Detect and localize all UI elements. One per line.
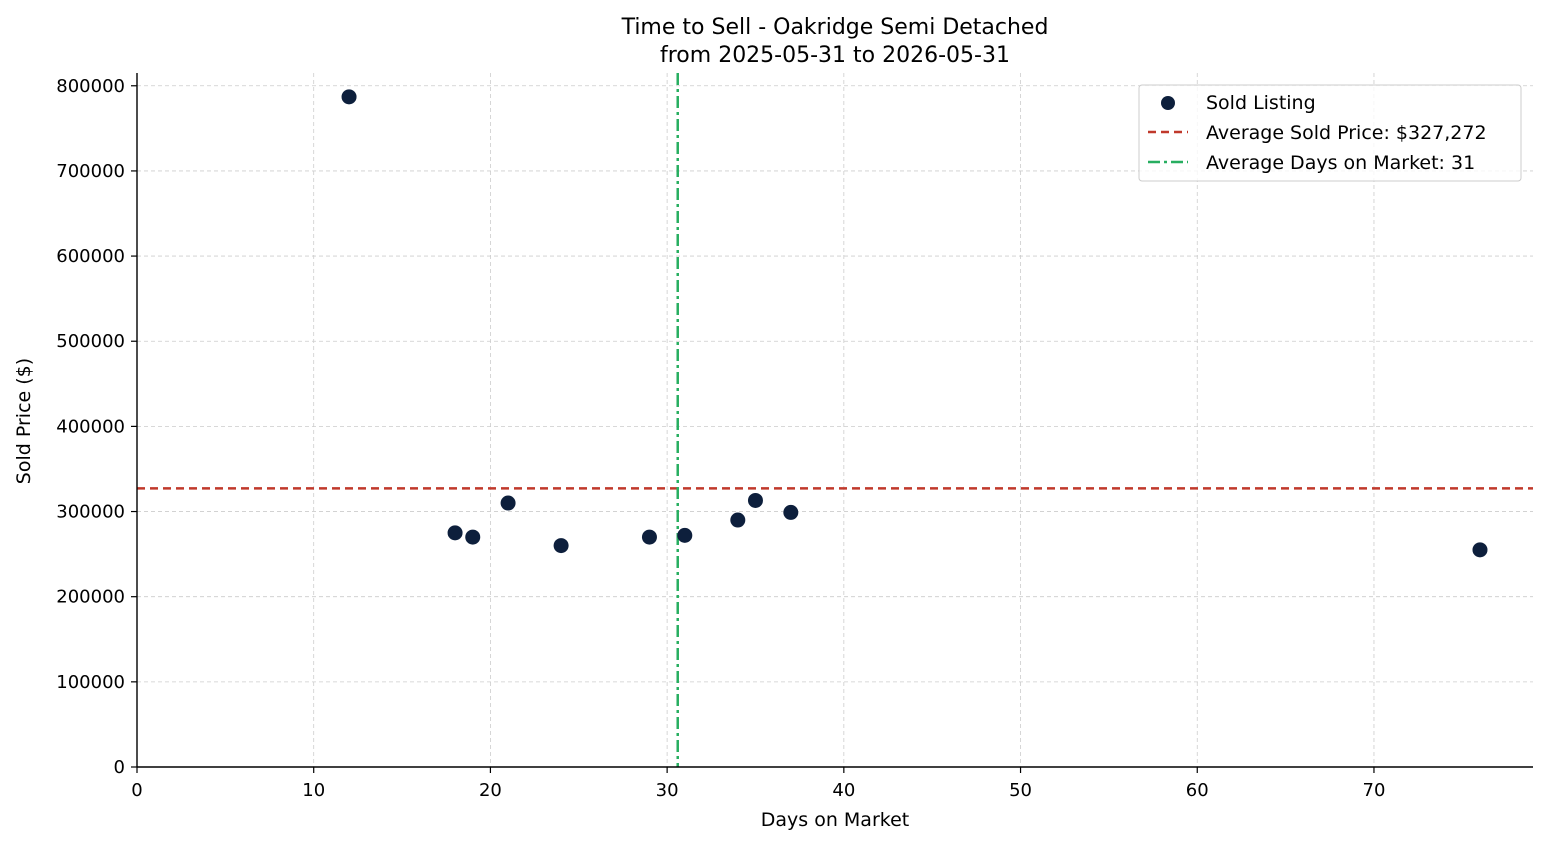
y-tick-label: 600000 — [56, 246, 125, 267]
y-tick-label: 500000 — [56, 331, 125, 352]
data-point — [500, 495, 516, 511]
data-point — [730, 512, 746, 528]
legend-label-sold-listing: Sold Listing — [1206, 92, 1316, 114]
x-tick-label: 40 — [832, 780, 855, 801]
legend-marker-sold-listing — [1161, 96, 1175, 110]
data-point — [447, 525, 463, 541]
axes — [136, 73, 1533, 768]
x-tick-label: 50 — [1009, 780, 1032, 801]
chart-title-line-1: Time to Sell - Oakridge Semi Detached — [621, 15, 1049, 40]
x-tick-label: 60 — [1186, 780, 1209, 801]
x-tick-label: 10 — [302, 780, 325, 801]
y-tick-label: 100000 — [56, 672, 125, 693]
legend-label-average-price: Average Sold Price: $327,272 — [1206, 122, 1487, 144]
data-point — [1472, 542, 1488, 558]
x-tick-label: 70 — [1363, 780, 1386, 801]
data-points — [341, 89, 1488, 558]
y-tick-label: 400000 — [56, 416, 125, 437]
data-point — [553, 538, 569, 554]
data-point — [747, 492, 763, 508]
x-axis-label: Days on Market — [761, 809, 909, 831]
data-point — [783, 504, 799, 520]
x-tick-label: 0 — [131, 780, 142, 801]
y-tick-label: 0 — [114, 757, 125, 778]
chart-title-line-2: from 2025-05-31 to 2026-05-31 — [660, 43, 1010, 68]
y-tick-label: 300000 — [56, 502, 125, 523]
data-point — [465, 529, 481, 545]
data-point — [641, 529, 657, 545]
ticks: 0 10 20 30 40 50 60 70 0 100000 200000 300000 400000… — [56, 76, 1385, 801]
data-point — [677, 527, 693, 543]
legend-label-average-days: Average Days on Market: 31 — [1206, 152, 1475, 174]
x-tick-label: 30 — [656, 780, 679, 801]
data-point — [341, 89, 357, 105]
legend-box — [1138, 84, 1522, 182]
y-tick-label: 700000 — [56, 161, 125, 182]
x-tick-label: 20 — [479, 780, 502, 801]
y-tick-label: 200000 — [56, 587, 125, 608]
y-axis-label: Sold Price ($) — [13, 358, 35, 484]
legend: Sold Listing Average Sold Price: $327,27… — [1138, 84, 1522, 182]
reference-lines — [137, 73, 1533, 767]
y-tick-label: 800000 — [56, 76, 125, 97]
